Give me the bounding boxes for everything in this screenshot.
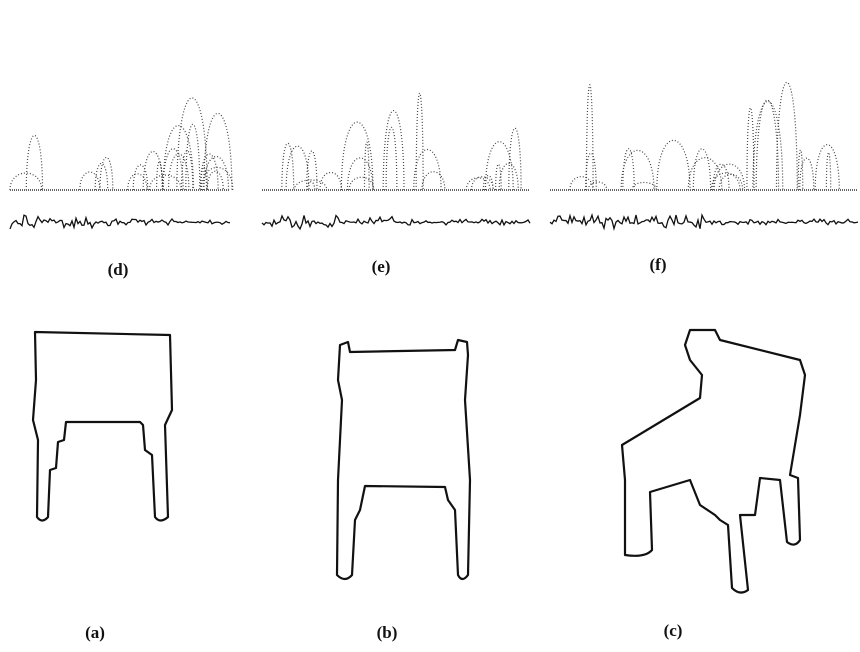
panel-label: (a) xyxy=(85,623,105,642)
scale-space-arc xyxy=(207,171,223,190)
scale-space-arc xyxy=(798,150,803,190)
scale-space-arc xyxy=(364,142,369,190)
scale-space-arc xyxy=(588,182,606,190)
scale-space-arc xyxy=(800,158,814,190)
scale-space-arc xyxy=(826,152,830,190)
panel-label: (d) xyxy=(108,260,129,279)
scale-space-arc xyxy=(756,100,778,190)
scale-space-arc xyxy=(349,177,373,190)
scale-space-arc xyxy=(95,163,108,190)
figure: (d) (e) (f) (a) (b) (c) xyxy=(0,0,860,652)
scale-space-arc xyxy=(776,82,797,190)
scale-space-arc xyxy=(200,154,218,190)
scale-space-arc xyxy=(747,108,754,190)
scale-space-arc xyxy=(815,145,839,190)
scale-space-arc xyxy=(169,154,189,190)
scale-space-arc xyxy=(143,151,162,190)
scale-space-arc xyxy=(177,98,207,190)
page: {"figure": {"top_labels": ["(d)", "(e)",… xyxy=(0,0,860,652)
scale-space-arc xyxy=(586,85,593,190)
scale-space-arc xyxy=(383,111,404,190)
scale-space-arc xyxy=(632,182,656,190)
scale-space-arc xyxy=(282,143,294,190)
scale-space-arc xyxy=(320,172,341,190)
scale-space-arc xyxy=(486,142,514,190)
scale-space-arc xyxy=(186,124,200,190)
scale-space-arc xyxy=(466,178,490,190)
scale-space-arc xyxy=(693,149,710,190)
scale-space-arc xyxy=(286,146,309,190)
scale-space-arc xyxy=(10,173,42,190)
chair-contour-a xyxy=(33,332,172,521)
scale-space-arc xyxy=(128,174,147,190)
curvature-signal xyxy=(262,215,530,228)
scale-space-arc xyxy=(711,173,740,190)
chair-contour-c xyxy=(622,330,805,593)
scale-space-plots xyxy=(10,82,858,190)
scale-space-arc xyxy=(621,150,654,190)
scale-space-arc xyxy=(657,140,690,190)
curvature-signal xyxy=(550,215,858,229)
curvature-signal xyxy=(10,215,230,229)
chair-contour-b xyxy=(337,340,470,579)
scale-space-arc xyxy=(100,157,113,190)
scale-space-arc xyxy=(623,149,634,190)
scale-space-arc xyxy=(133,165,148,190)
panel-label: (e) xyxy=(372,257,391,276)
scale-space-arc xyxy=(26,135,42,190)
scale-space-arc xyxy=(414,149,441,190)
curvature-signals xyxy=(10,215,858,229)
scale-space-arc xyxy=(386,127,397,190)
scale-space-arc xyxy=(422,172,445,190)
panel-label: (b) xyxy=(377,623,398,642)
scale-space-arc xyxy=(688,158,722,190)
panel-label: (c) xyxy=(664,621,683,640)
scale-space-arc xyxy=(719,174,742,190)
scale-space-arc xyxy=(80,172,100,190)
body: (d) (e) (f) (a) (b) (c) (() => { const d… xyxy=(0,0,860,652)
scale-space-arc xyxy=(509,128,521,190)
scale-space-arc xyxy=(570,177,593,190)
scale-space-arc xyxy=(416,93,423,190)
panel-label: (f) xyxy=(650,255,667,274)
